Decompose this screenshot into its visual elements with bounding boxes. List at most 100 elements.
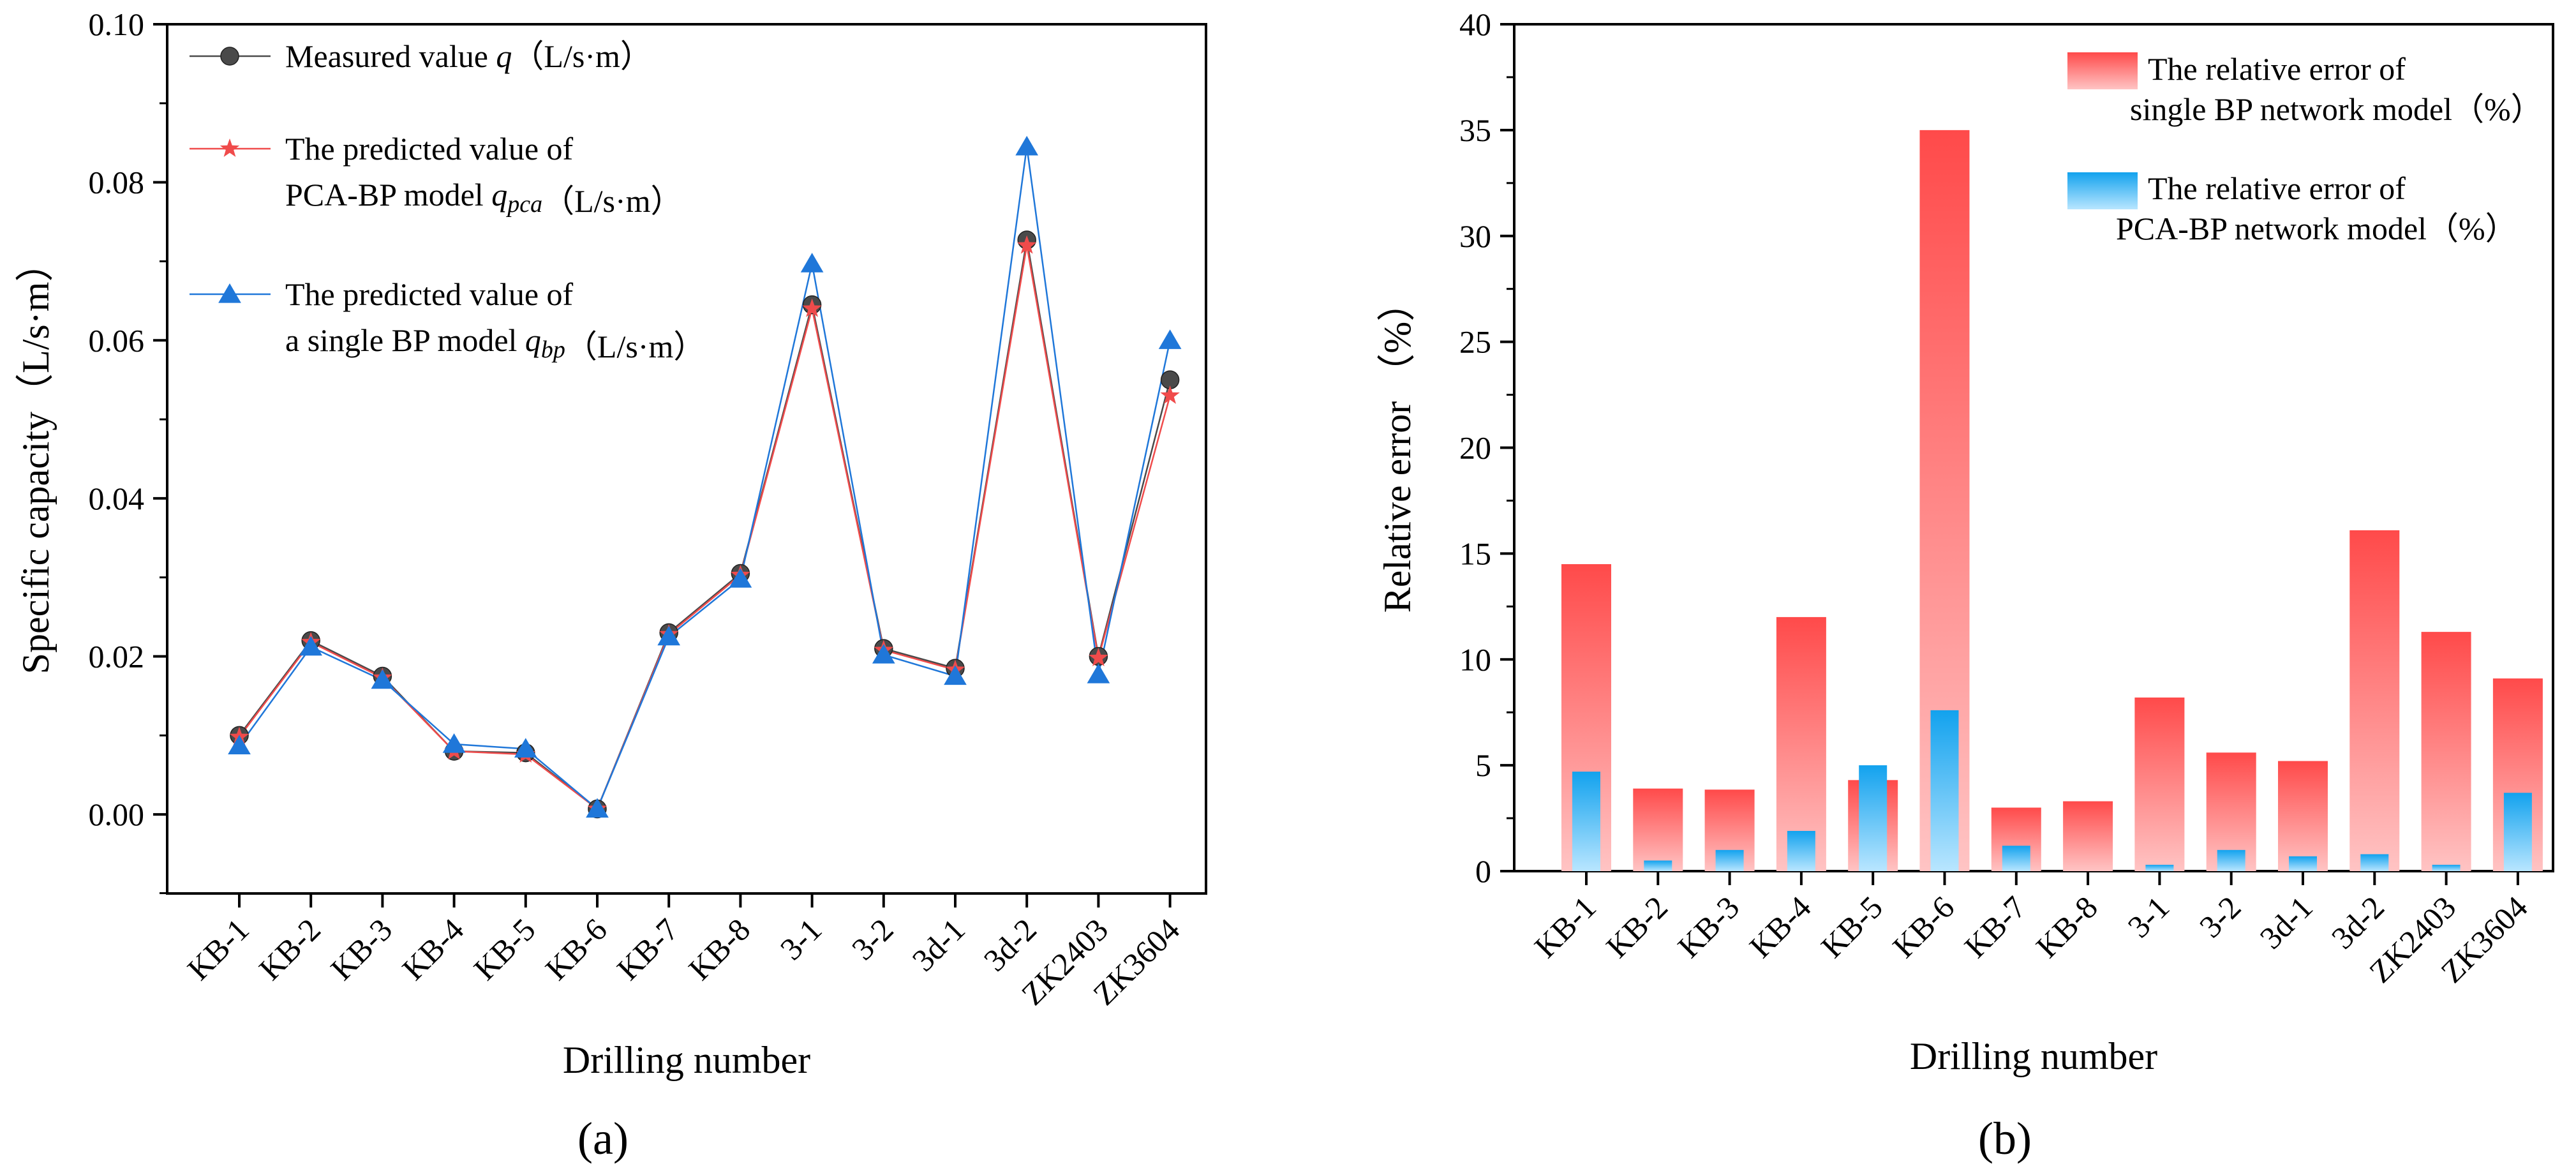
bar-pca-bp-kb-6 [1930, 710, 1959, 871]
triangle-point-kb-5 [514, 738, 537, 758]
bar-single-bp-3d-2 [2349, 530, 2400, 871]
plot-area-a [166, 23, 1207, 895]
triangle-point-3-2 [872, 644, 895, 664]
y-tick-label-b: 25 [1459, 324, 1491, 360]
x-axis-title-a: Drilling number [563, 1039, 810, 1081]
x-tick-label-kb-5: KB-5 [466, 911, 542, 987]
bar-pca-bp-kb-4 [1787, 830, 1815, 871]
bar-pca-bp-zk3604 [2503, 793, 2532, 871]
triangle-point-kb-7 [657, 625, 681, 646]
y-tick-label-a: 0.00 [89, 796, 145, 832]
legend-label-pca-bp: The relative error of [2148, 170, 2406, 206]
x-tick-label-b-kb-2: KB-2 [1599, 889, 1674, 964]
bar-single-bp-3-1 [2134, 697, 2185, 871]
x-tick-label-b-kb-3: KB-3 [1671, 889, 1746, 964]
bar-pca-bp-3-2 [2217, 849, 2245, 871]
triangle-point-3d-1 [944, 665, 967, 685]
chart-panel-a: 0.000.020.040.060.080.10 KB-1KB-2KB-3KB-… [15, 6, 1207, 1164]
bar-group-b [1561, 130, 2543, 871]
star-point-3-1 [802, 298, 822, 317]
bar-single-bp-3d-1 [2278, 761, 2328, 871]
x-tick-label-3-1: 3-1 [773, 911, 829, 967]
y-axis-title-a: Specific capacity（L/s·m） [15, 244, 57, 675]
triangle-point-zk3604 [1158, 329, 1182, 349]
x-tick-label-kb-4: KB-4 [395, 911, 470, 987]
y-tick-label-a: 0.02 [89, 639, 145, 675]
x-axis-ticks-a: KB-1KB-2KB-3KB-4KB-5KB-6KB-7KB-8 3-1 3-2 3d… [181, 893, 1186, 1012]
y-tick-label-b: 20 [1459, 430, 1491, 466]
y-tick-label-b: 35 [1459, 112, 1491, 148]
x-tick-label-kb-8: KB-8 [681, 911, 757, 987]
y-tick-label-a: 0.04 [89, 481, 145, 516]
x-tick-label-b-kb-4: KB-4 [1743, 889, 1818, 964]
x-tick-label-b-kb-8: KB-8 [2029, 889, 2104, 964]
triangle-point-kb-1 [228, 735, 251, 755]
legend-item-star: The predicted value of PCA-BP model qpca（… [190, 131, 683, 219]
x-axis-title-b: Drilling number [1910, 1035, 2157, 1077]
series-line-triangle [238, 146, 1171, 811]
legend-label-pca-bp: PCA-BP network model（%） [2116, 211, 2517, 246]
triangle-point-zk2403 [1087, 664, 1110, 684]
legend-b: The relative error of single BP network m… [2067, 51, 2543, 246]
panel-label-a: (a) [577, 1113, 629, 1164]
bar-pca-bp-kb-7 [2002, 846, 2030, 871]
panel-label-b: (b) [1978, 1113, 2032, 1164]
y-axis-ticks-b: 0 5 10 15 20 25 30 35 40 [1459, 6, 1514, 889]
legend-item-triangle: The predicted value of a single BP model … [190, 276, 705, 364]
series-circle [239, 239, 1171, 811]
legend-label-triangle: a single BP model qbp（L/s·m） [285, 322, 705, 364]
y-tick-label-a: 0.08 [89, 165, 145, 200]
x-tick-label-b-kb-7: KB-7 [1957, 889, 2032, 964]
star-point-zk3604 [1160, 385, 1180, 404]
triangle-point-kb-4 [442, 733, 466, 753]
bar-single-bp-kb-8 [2063, 801, 2113, 871]
x-tick-label-b-kb-5: KB-5 [1814, 889, 1889, 964]
series-markers-circle [230, 230, 1180, 819]
bar-pca-bp-kb-2 [1644, 860, 1672, 871]
x-tick-label-3d-1: 3d-1 [905, 911, 971, 978]
bar-single-bp-zk2403 [2421, 632, 2471, 871]
bar-pca-bp-kb-1 [1572, 772, 1600, 871]
legend-marker-triangle [218, 283, 241, 303]
legend-a: Measured value q（L/s·m） The predicted val… [190, 38, 705, 364]
y-tick-label-a: 0.06 [89, 322, 145, 358]
legend-label-single-bp: single BP network model（%） [2130, 91, 2543, 127]
bar-pca-bp-3d-1 [2289, 856, 2317, 871]
series-group-a [228, 135, 1182, 819]
triangle-point-kb-2 [299, 636, 323, 656]
triangle-point-3d-2 [1015, 135, 1039, 156]
y-tick-label-b: 30 [1459, 218, 1491, 254]
legend-label-circle: Measured value q（L/s·m） [285, 38, 652, 74]
legend-label-star: PCA-BP model qpca（L/s·m） [285, 177, 683, 219]
legend-marker-circle [220, 47, 239, 66]
legend-label-star: The predicted value of [285, 131, 574, 167]
star-point-zk2403 [1089, 648, 1108, 666]
triangle-point-3-1 [800, 253, 824, 273]
series-line-circle [239, 239, 1171, 811]
series-triangle [238, 146, 1171, 811]
bar-single-bp-kb-2 [1633, 788, 1683, 871]
legend-swatch-single-bp [2067, 52, 2138, 89]
bar-single-bp-kb-4 [1776, 616, 1826, 871]
x-tick-label-kb-7: KB-7 [610, 911, 685, 987]
x-tick-label-kb-3: KB-3 [324, 911, 399, 987]
star-point-3d-2 [1017, 235, 1037, 254]
x-tick-label-3-2: 3-2 [845, 911, 900, 967]
y-tick-label-b: 15 [1459, 535, 1491, 571]
legend-item-pca-bp: The relative error of PCA-BP network mode… [2067, 170, 2517, 246]
y-tick-label-b: 40 [1459, 6, 1491, 42]
bar-pca-bp-kb-5 [1859, 765, 1887, 871]
x-tick-label-b-kb-1: KB-1 [1528, 889, 1603, 964]
legend-label-triangle: The predicted value of [285, 276, 574, 312]
bar-pca-bp-3d-2 [2360, 854, 2389, 871]
x-tick-label-b-3d-1: 3d-1 [2252, 889, 2319, 955]
x-tick-label-kb-2: KB-2 [252, 911, 327, 987]
legend-label-single-bp: The relative error of [2148, 51, 2406, 87]
legend-swatch-pca-bp [2067, 172, 2138, 209]
bar-pca-bp-kb-3 [1715, 849, 1744, 871]
triangle-point-kb-3 [371, 669, 394, 689]
x-axis-ticks-b: KB-1KB-2KB-3KB-4KB-5KB-6KB-7KB-8 3-1 3-2 3d… [1528, 871, 2535, 990]
bar-pca-bp-3-1 [2145, 865, 2174, 871]
x-tick-label-kb-6: KB-6 [539, 911, 614, 987]
